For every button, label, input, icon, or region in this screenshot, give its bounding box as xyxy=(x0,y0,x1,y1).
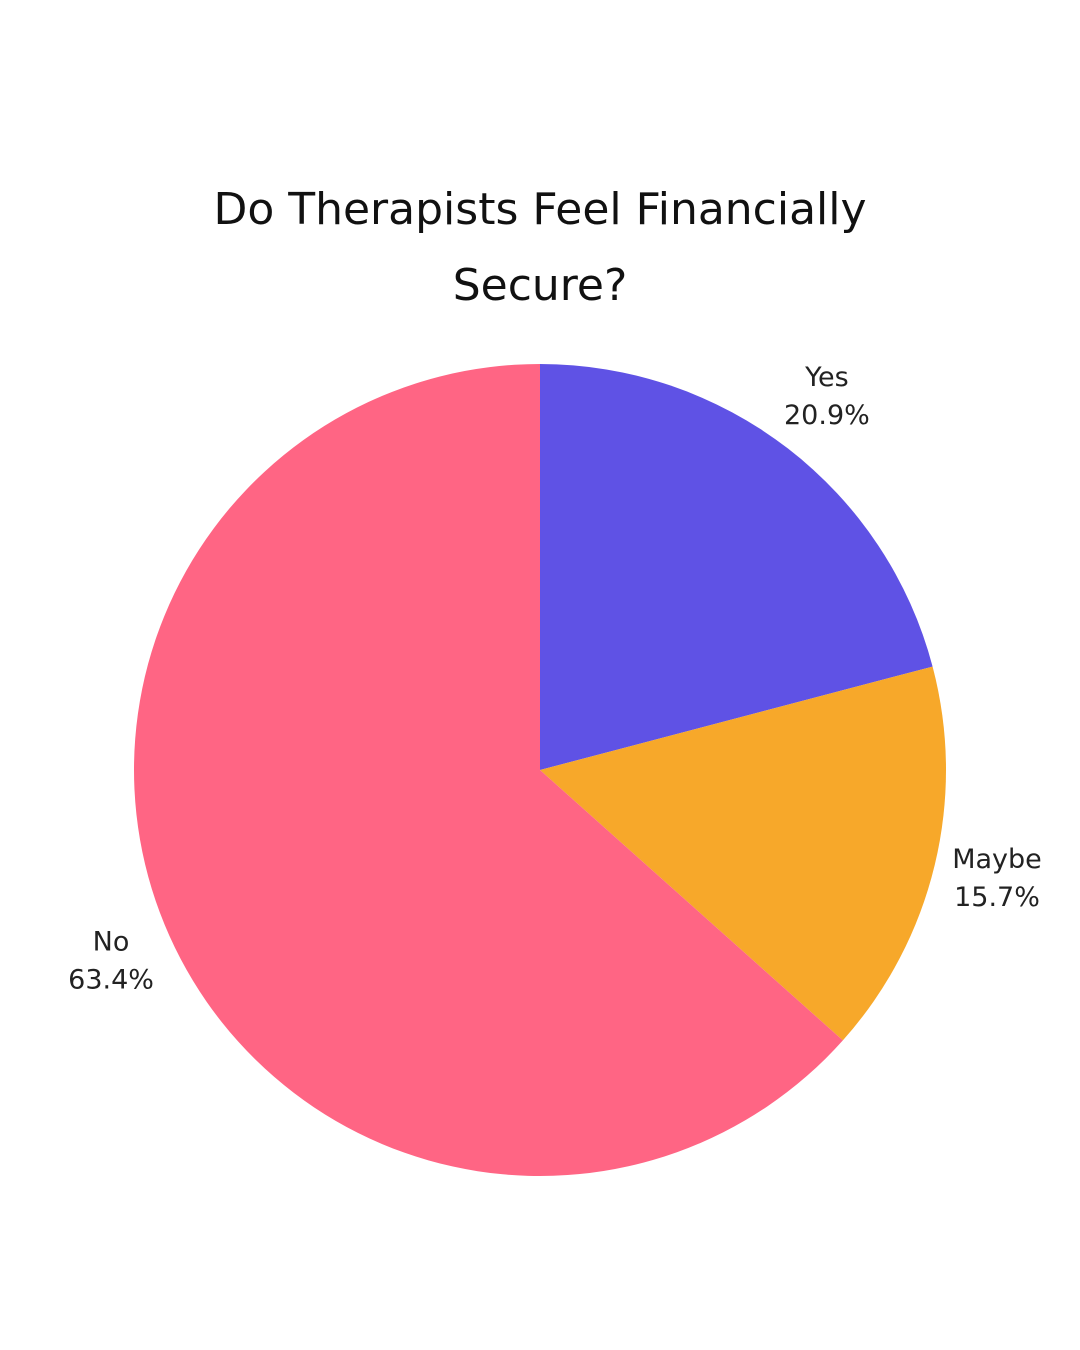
value-label: 63.4% xyxy=(68,965,154,996)
value-label: 15.7% xyxy=(954,882,1040,913)
value-label: 20.9% xyxy=(784,400,870,431)
pie-slice xyxy=(540,666,946,1041)
slice-label: Yes xyxy=(804,362,849,393)
chart-title: Do Therapists Feel Financially Secure? xyxy=(213,184,867,311)
slice-label: No xyxy=(93,927,130,958)
pie-slice xyxy=(134,364,843,1177)
slice-label: Maybe xyxy=(952,844,1042,875)
pie-slice xyxy=(540,364,933,770)
